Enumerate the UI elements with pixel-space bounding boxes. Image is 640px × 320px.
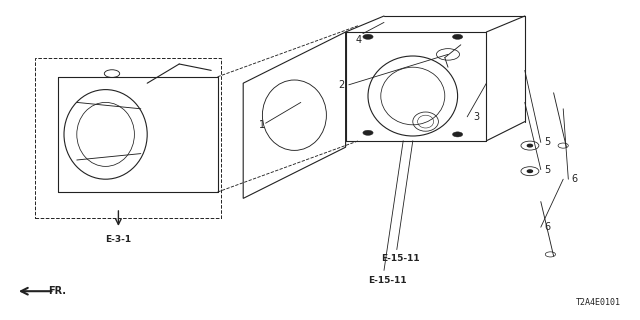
Text: E-3-1: E-3-1: [106, 235, 131, 244]
Circle shape: [363, 130, 373, 135]
Text: E-15-11: E-15-11: [381, 254, 419, 263]
Text: E-15-11: E-15-11: [368, 276, 406, 285]
Text: 2: 2: [338, 80, 344, 90]
Text: 6: 6: [544, 222, 550, 232]
Text: 3: 3: [474, 112, 480, 122]
Text: 4: 4: [356, 35, 362, 44]
Text: 6: 6: [572, 174, 578, 184]
Text: 5: 5: [544, 137, 550, 148]
Circle shape: [527, 170, 532, 172]
Circle shape: [452, 132, 463, 137]
Text: 5: 5: [544, 164, 550, 175]
Text: T2A4E0101: T2A4E0101: [576, 298, 621, 307]
Text: 1: 1: [259, 120, 266, 131]
Circle shape: [527, 144, 532, 147]
Circle shape: [363, 34, 373, 39]
Circle shape: [452, 34, 463, 39]
Text: FR.: FR.: [48, 286, 66, 296]
